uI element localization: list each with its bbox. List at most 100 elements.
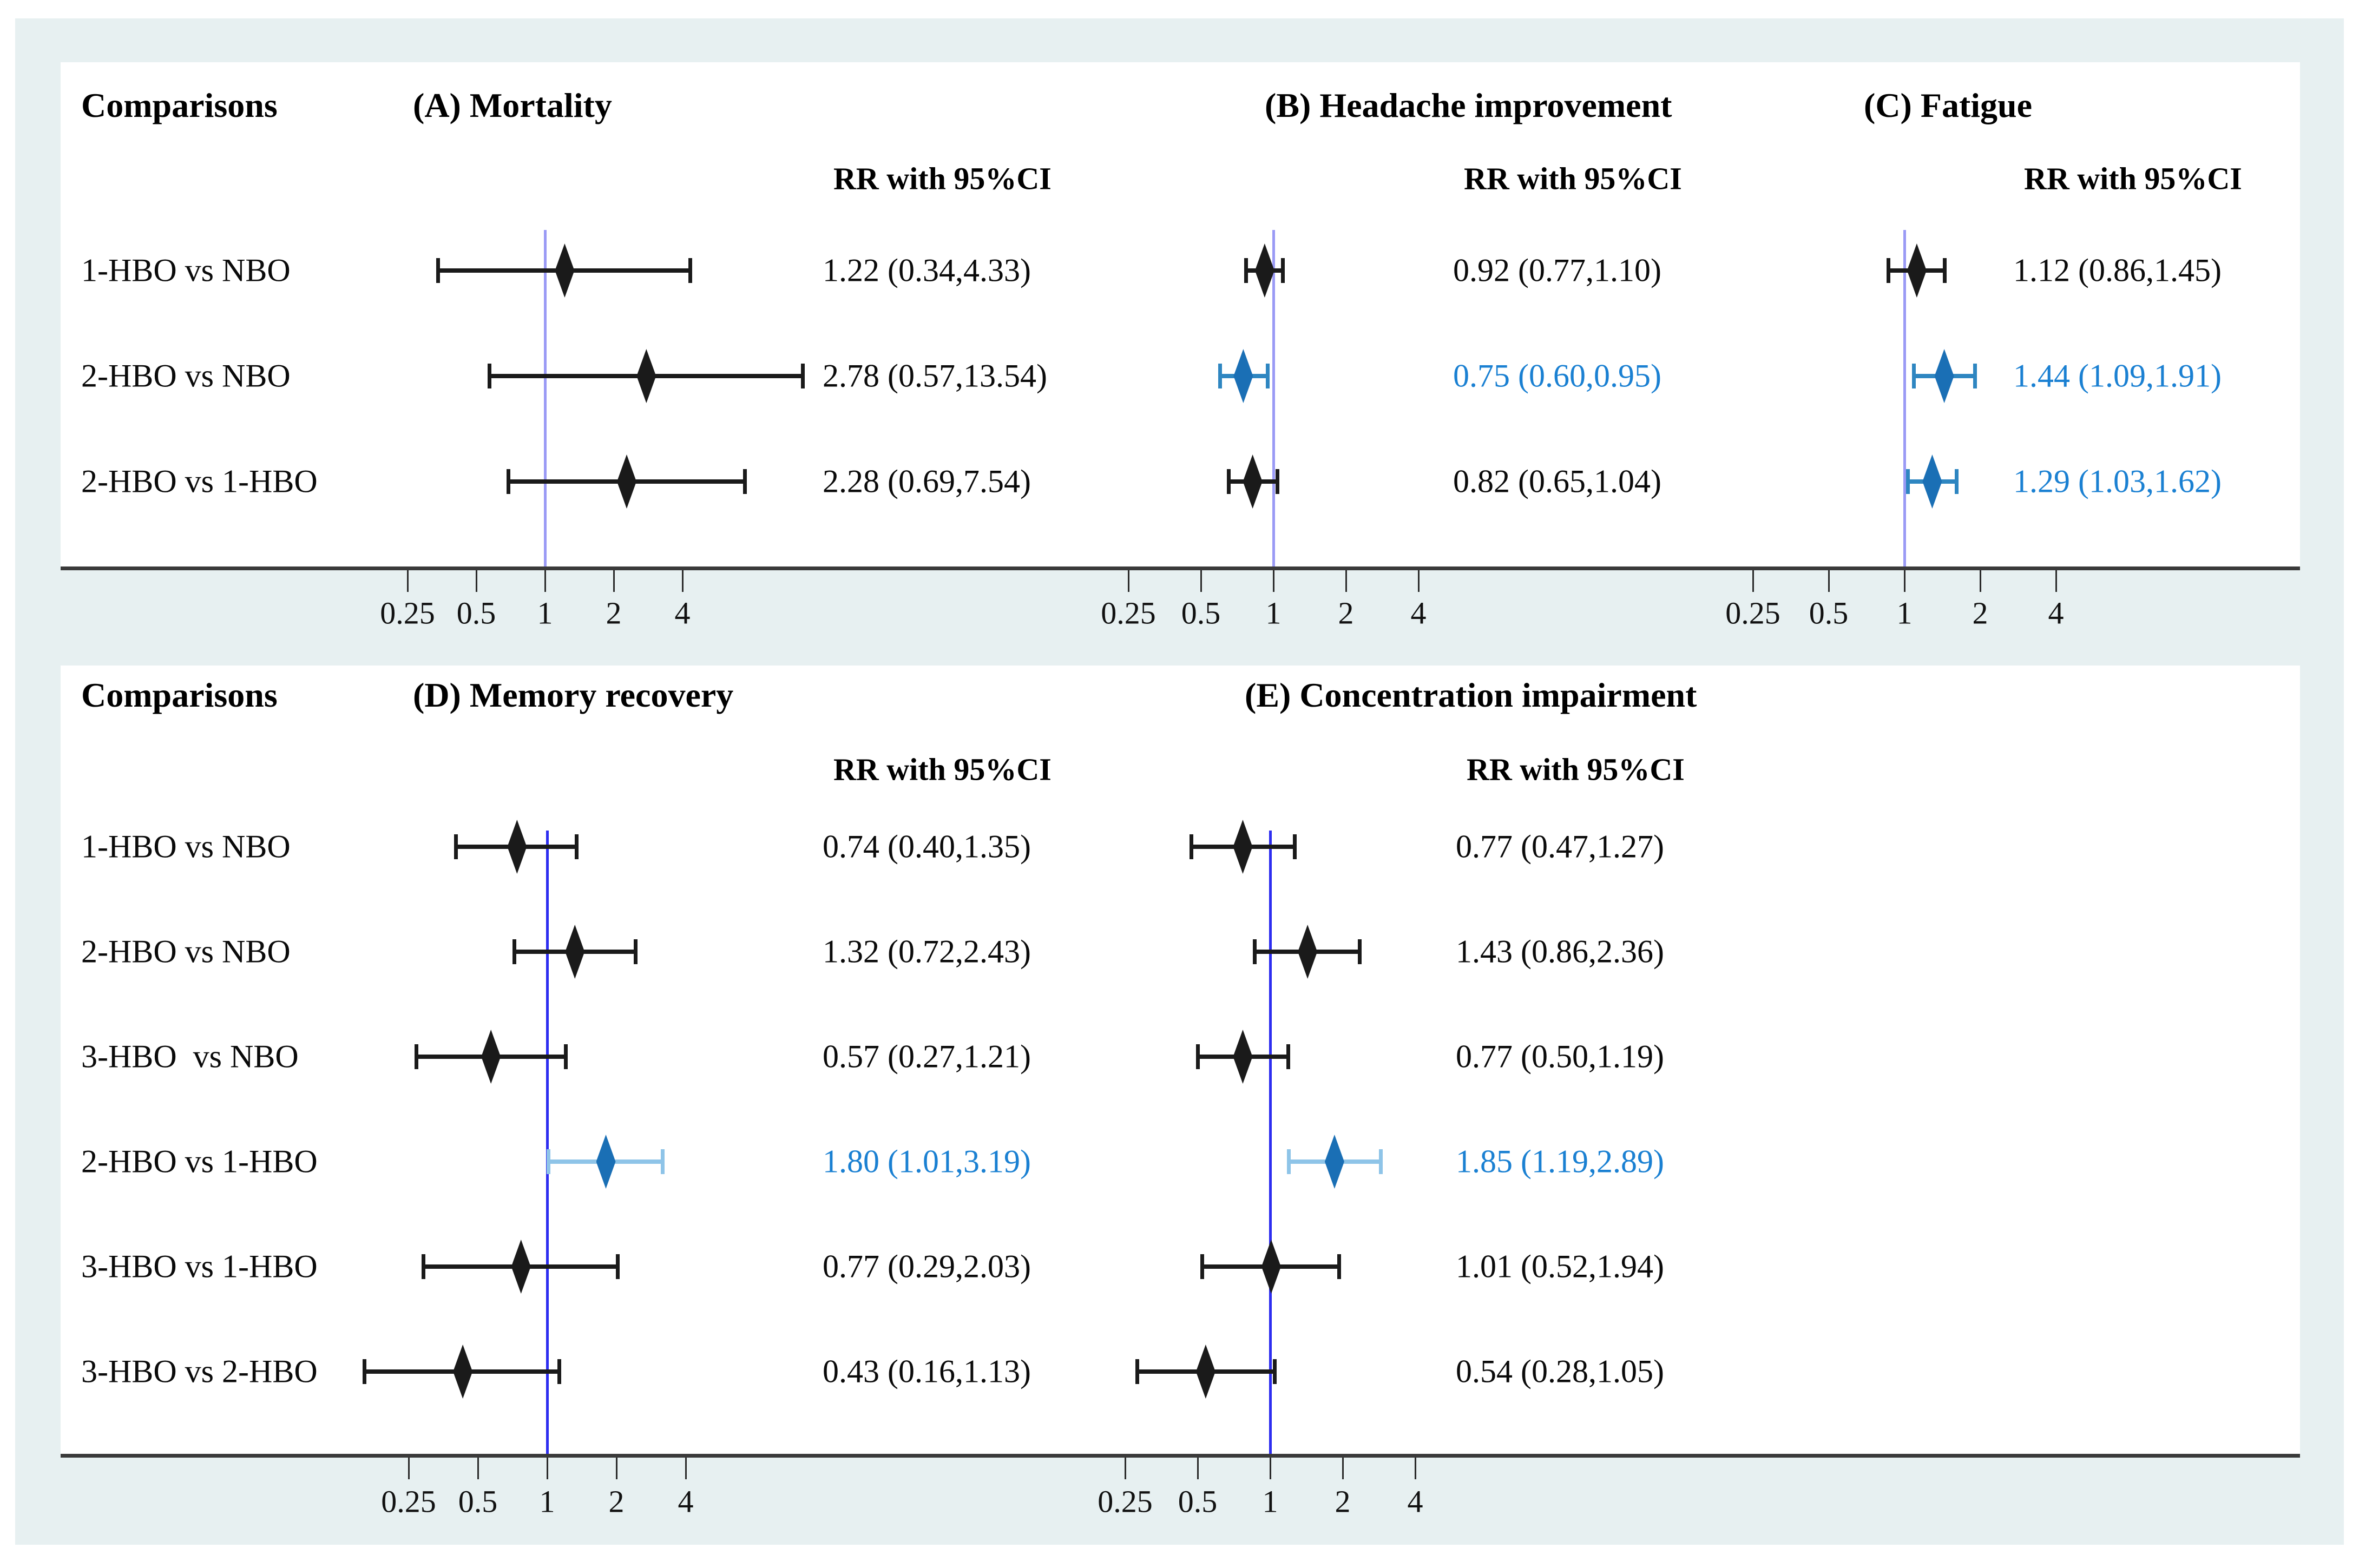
- rr-ci-column-header: RR with 95%CI: [833, 161, 1052, 196]
- x-axis-tick: [546, 1458, 548, 1479]
- x-axis-tick-label: 0.25: [380, 595, 435, 631]
- x-axis-tick-label: 2: [1335, 1484, 1351, 1519]
- x-axis-tick: [544, 570, 546, 592]
- ci-cap-upper: [1357, 939, 1362, 964]
- x-axis-line: [61, 1454, 2300, 1458]
- comparisons-column-header: Comparisons: [81, 676, 278, 714]
- ci-cap-lower: [1244, 258, 1249, 283]
- comparison-row-label: 2-HBO vs 1-HBO: [81, 1143, 318, 1180]
- ci-cap-upper: [1266, 364, 1270, 388]
- rr-ci-value: 2.28 (0.69,7.54): [823, 463, 1031, 499]
- rr-ci-column-header: RR with 95%CI: [1464, 161, 1682, 196]
- comparison-row-label: 1-HBO vs NBO: [81, 828, 291, 865]
- rr-ci-value: 0.77 (0.29,2.03): [823, 1248, 1031, 1284]
- ci-cap-upper: [743, 469, 747, 494]
- ci-cap-lower: [1905, 469, 1910, 494]
- x-axis-tick: [1269, 1458, 1271, 1479]
- x-axis-tick: [1342, 1458, 1344, 1479]
- x-axis-tick: [475, 570, 477, 592]
- x-axis-tick-label: 0.5: [458, 1484, 498, 1519]
- ci-cap-upper: [661, 1149, 665, 1174]
- rr-ci-value: 1.22 (0.34,4.33): [823, 252, 1031, 288]
- x-axis-tick-label: 0.25: [1101, 595, 1156, 631]
- ci-cap-upper: [1273, 1359, 1277, 1384]
- x-axis-tick-label: 4: [1410, 595, 1427, 631]
- comparison-row-label: 1-HBO vs NBO: [81, 252, 291, 288]
- ci-cap-lower: [1886, 258, 1890, 283]
- x-axis-tick: [681, 570, 684, 592]
- ci-cap-upper: [575, 834, 579, 859]
- ci-cap-upper: [1281, 258, 1285, 283]
- ci-cap-lower: [1226, 469, 1231, 494]
- x-axis-tick: [615, 1458, 617, 1479]
- ci-cap-lower: [454, 834, 458, 859]
- ci-cap-upper: [1943, 258, 1947, 283]
- x-axis-tick-label: 4: [678, 1484, 694, 1519]
- x-axis-tick: [1272, 570, 1274, 592]
- comparison-row-label: 3-HBO vs NBO: [81, 1038, 299, 1075]
- x-axis-tick: [1903, 570, 1905, 592]
- rr-ci-column-header: RR with 95%CI: [2024, 161, 2242, 196]
- comparison-row-label: 3-HBO vs 2-HBO: [81, 1353, 318, 1389]
- x-axis-tick: [685, 1458, 687, 1479]
- rr-ci-value: 0.75 (0.60,0.95): [1453, 358, 1661, 394]
- x-axis-tick: [1127, 570, 1129, 592]
- rr-ci-value: 0.77 (0.50,1.19): [1456, 1038, 1664, 1075]
- ci-cap-upper: [1293, 834, 1297, 859]
- x-axis-tick-label: 2: [606, 595, 622, 631]
- rr-ci-value: 2.78 (0.57,13.54): [823, 358, 1047, 394]
- ci-cap-lower: [1252, 939, 1257, 964]
- rr-ci-value: 0.92 (0.77,1.10): [1453, 252, 1661, 288]
- x-axis-tick: [406, 570, 409, 592]
- x-axis-tick-label: 1: [1262, 1484, 1278, 1519]
- panel-title: (C) Fatigue: [1864, 86, 2033, 124]
- ci-cap-lower: [1218, 364, 1223, 388]
- ci-cap-lower: [1196, 1044, 1200, 1069]
- comparison-row-label: 3-HBO vs 1-HBO: [81, 1248, 318, 1284]
- ci-cap-lower: [507, 469, 510, 494]
- ci-cap-lower: [362, 1359, 366, 1384]
- x-axis-tick-label: 0.5: [1809, 595, 1849, 631]
- ci-cap-lower: [1190, 834, 1194, 859]
- rr-ci-value: 1.80 (1.01,3.19): [823, 1143, 1031, 1180]
- x-axis-tick-label: 0.5: [456, 595, 496, 631]
- x-axis-tick: [477, 1458, 479, 1479]
- x-axis-tick: [1414, 1458, 1416, 1479]
- ci-cap-upper: [615, 1254, 620, 1279]
- ci-cap-lower: [488, 364, 491, 388]
- ci-cap-upper: [1337, 1254, 1342, 1279]
- rr-ci-value: 0.77 (0.47,1.27): [1456, 828, 1664, 865]
- rr-ci-value: 1.44 (1.09,1.91): [2013, 358, 2222, 394]
- ci-cap-lower: [1135, 1359, 1139, 1384]
- ci-cap-upper: [1955, 469, 1959, 494]
- x-axis-tick-label: 2: [608, 1484, 625, 1519]
- ci-cap-upper: [1379, 1149, 1383, 1174]
- rr-ci-value: 0.74 (0.40,1.35): [823, 828, 1031, 865]
- ci-cap-upper: [557, 1359, 561, 1384]
- rr-ci-column-header: RR with 95%CI: [833, 752, 1052, 787]
- rr-ci-value: 0.43 (0.16,1.13): [823, 1353, 1031, 1389]
- x-axis-tick-label: 0.5: [1181, 595, 1221, 631]
- x-axis-tick: [1417, 570, 1420, 592]
- rr-ci-value: 1.43 (0.86,2.36): [1456, 933, 1664, 970]
- x-axis-tick-label: 1: [1896, 595, 1913, 631]
- ci-cap-lower: [1200, 1254, 1204, 1279]
- rr-ci-value: 1.32 (0.72,2.43): [823, 933, 1031, 970]
- ci-cap-lower: [422, 1254, 426, 1279]
- x-axis-tick-label: 1: [1265, 595, 1282, 631]
- rr-ci-column-header: RR with 95%CI: [1467, 752, 1685, 787]
- reference-line-rr1: [546, 831, 549, 1454]
- x-axis-tick: [1752, 570, 1754, 592]
- rr-ci-value: 1.12 (0.86,1.45): [2013, 252, 2222, 288]
- comparisons-column-header: Comparisons: [81, 86, 278, 124]
- x-axis-tick: [2055, 570, 2057, 592]
- x-axis-tick-label: 0.25: [1725, 595, 1780, 631]
- reference-line-rr1: [544, 230, 547, 566]
- panel-title: (B) Headache improvement: [1265, 86, 1672, 124]
- ci-cap-upper: [564, 1044, 568, 1069]
- comparison-row-label: 2-HBO vs NBO: [81, 358, 291, 394]
- rr-ci-value: 0.54 (0.28,1.05): [1456, 1353, 1664, 1389]
- x-axis-tick-label: 0.5: [1178, 1484, 1218, 1519]
- ci-cap-lower: [512, 939, 517, 964]
